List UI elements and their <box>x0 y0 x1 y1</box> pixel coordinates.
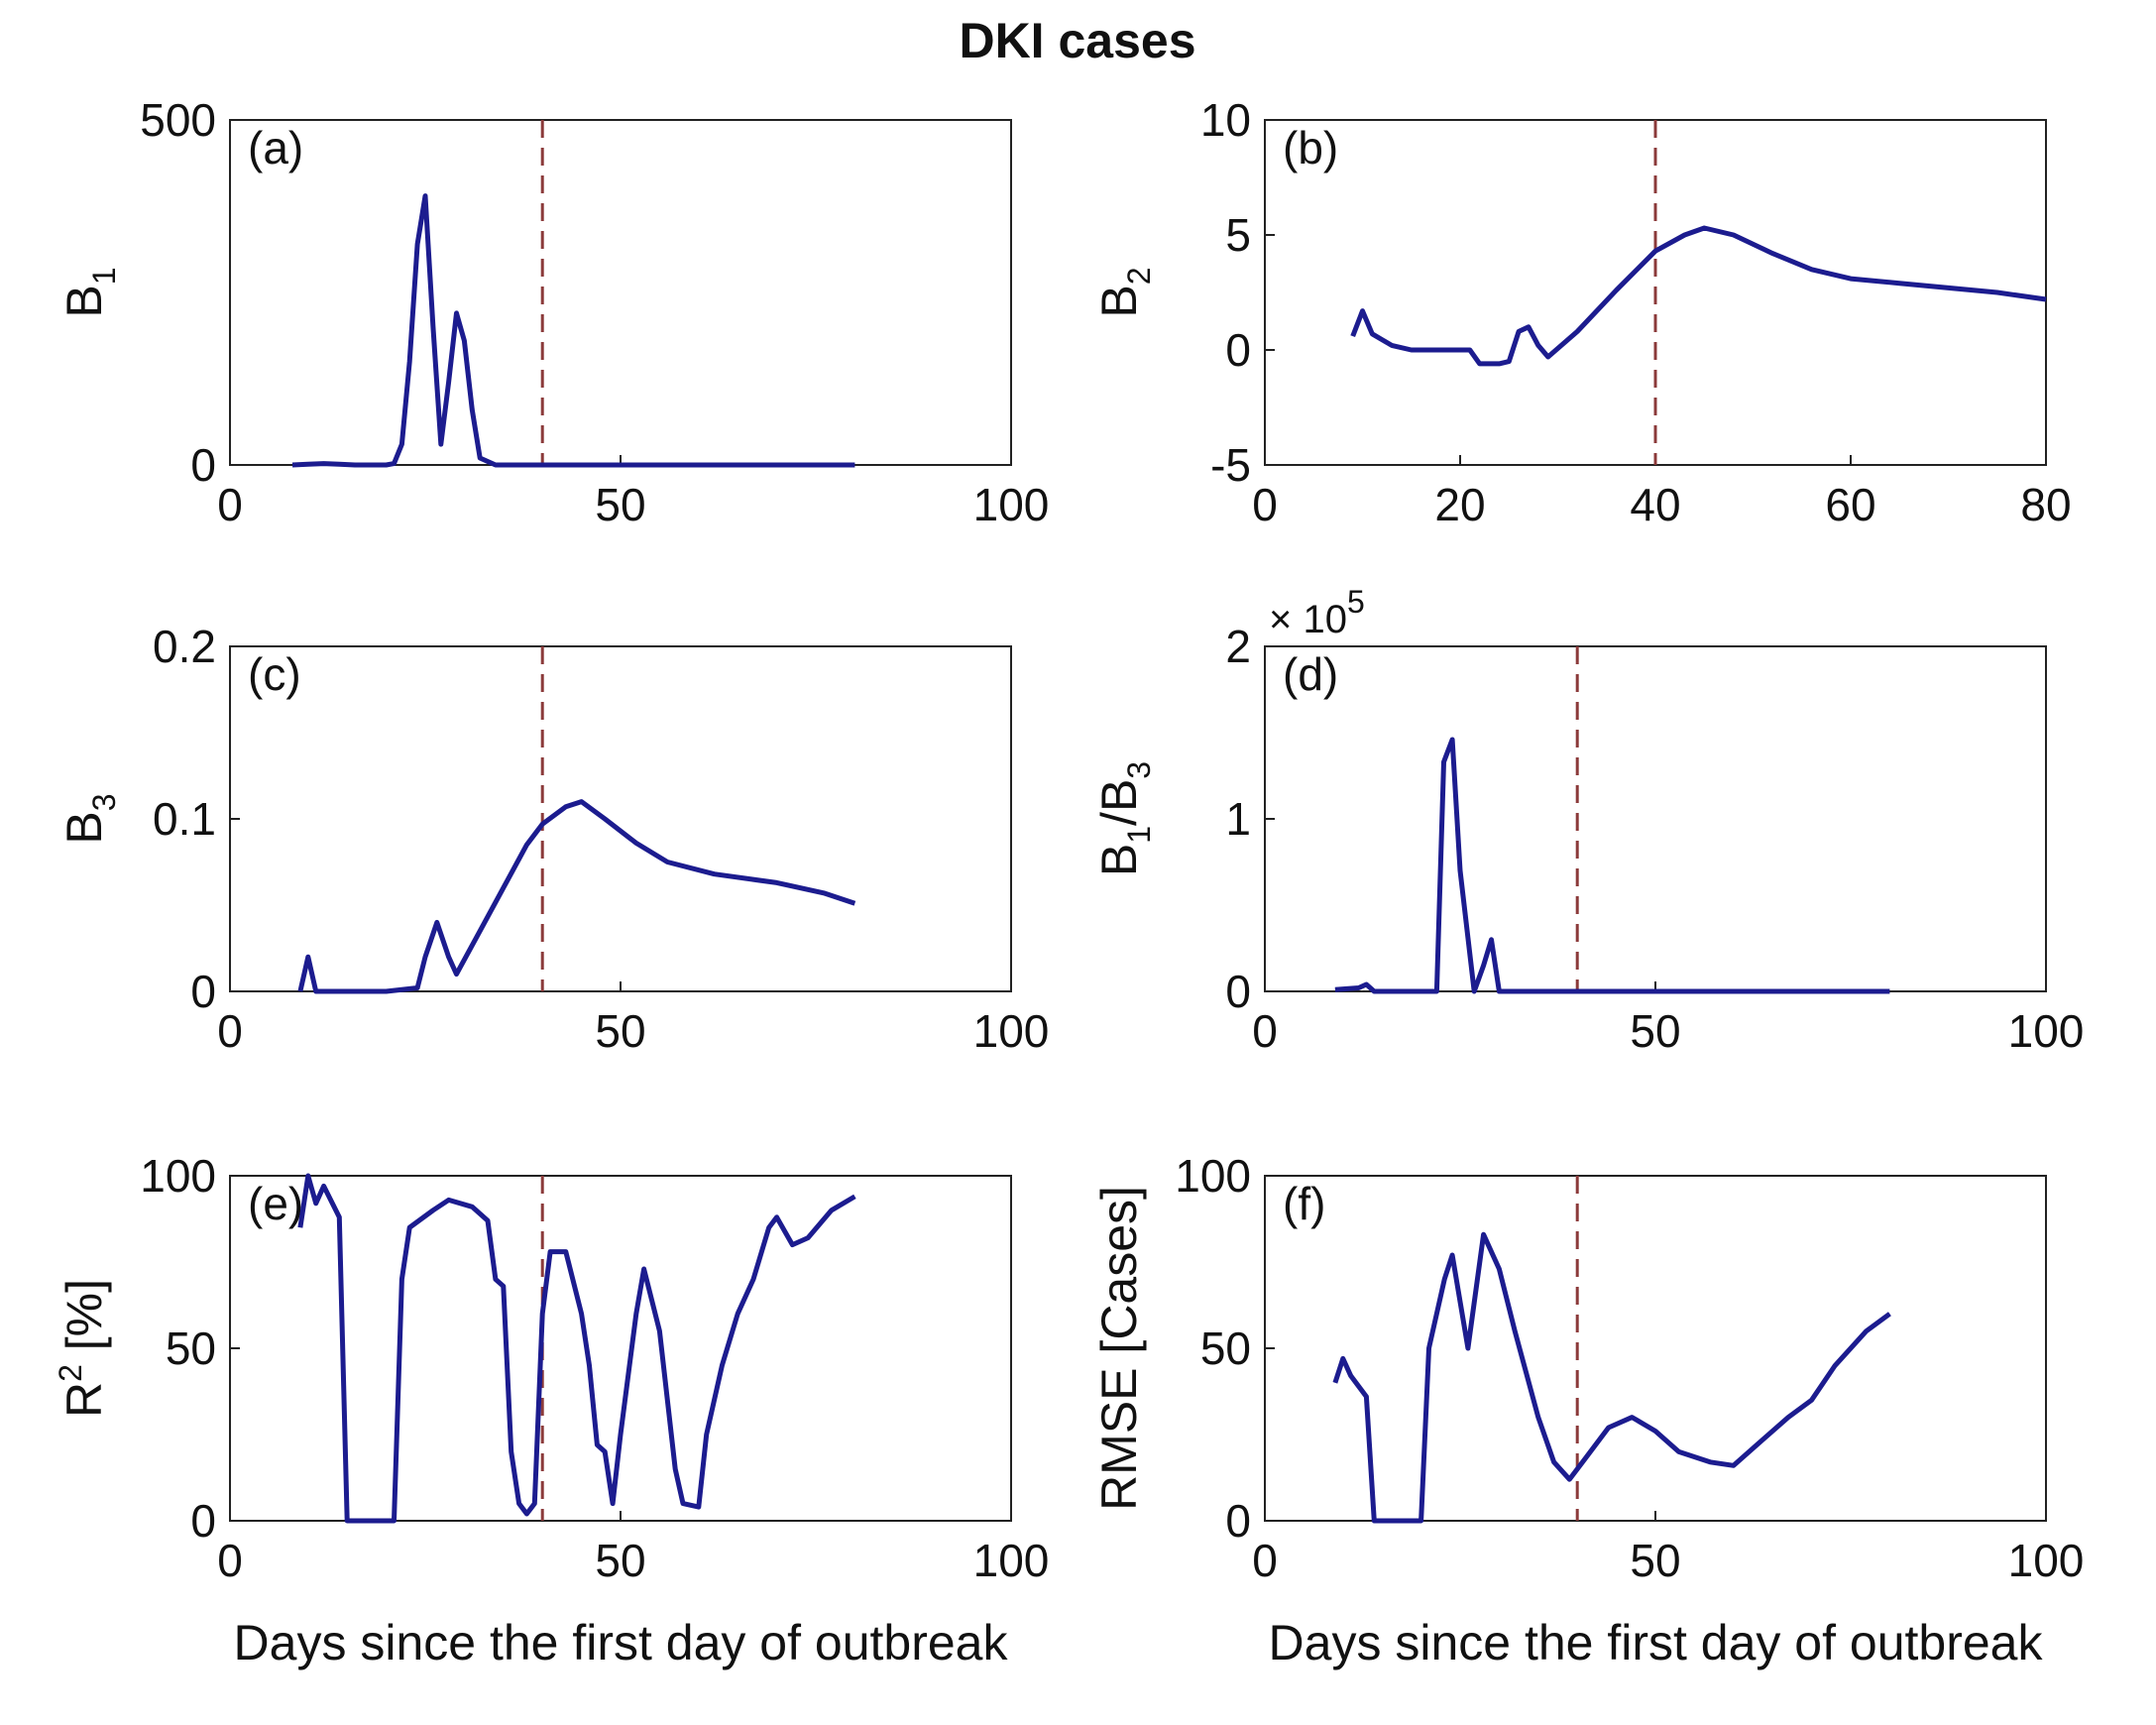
y-tick-label: 1 <box>1225 793 1251 845</box>
x-tick-label: 0 <box>1252 479 1278 530</box>
x-tick-label: 60 <box>1825 479 1875 530</box>
y-tick-label: 0 <box>190 966 216 1017</box>
plot-frame <box>229 119 1012 466</box>
data-line <box>1350 225 2047 367</box>
x-tick-label: 50 <box>1630 1535 1680 1586</box>
x-axis-label: Days since the first day of outbreak <box>234 1615 1009 1670</box>
plot-frame <box>1264 1175 2047 1522</box>
y-tick-label: 10 <box>1200 94 1251 146</box>
data-line <box>291 193 855 468</box>
panel-label: (d) <box>1283 648 1338 700</box>
y-tick-label: 2 <box>1225 621 1251 672</box>
y-tick-label: 0.2 <box>153 621 216 672</box>
y-axis-label: R2 [%] <box>53 1279 112 1418</box>
label-sub: 3 <box>1121 761 1157 779</box>
y-tick-label: 500 <box>140 94 216 146</box>
x-tick-label: 0 <box>1252 1535 1278 1586</box>
panel-label: (b) <box>1283 122 1338 173</box>
panel-label: (e) <box>248 1178 303 1229</box>
x-tick-label: 50 <box>595 479 645 530</box>
label-sub: 1 <box>1121 826 1157 844</box>
x-tick-label: 100 <box>2008 1005 2085 1057</box>
x-tick-label: 50 <box>595 1005 645 1057</box>
y-tick-label: -5 <box>1210 439 1251 491</box>
label-part: B <box>57 285 112 317</box>
y-tick-label: 0 <box>190 439 216 491</box>
plot-frame <box>229 645 1012 992</box>
data-line <box>1334 737 1890 994</box>
y-tick-label: 0 <box>1225 324 1251 376</box>
data-line <box>297 1173 856 1524</box>
y-tick-label: 100 <box>140 1150 216 1202</box>
y-axis-label: B2 <box>1091 267 1157 317</box>
axis-exponent: × 105 <box>1269 584 1365 641</box>
x-tick-label: 50 <box>595 1535 645 1586</box>
label-part: × 10 <box>1269 598 1347 641</box>
y-axis-label: B1/B3 <box>1091 761 1157 876</box>
label-part: RMSE [Cases] <box>1091 1186 1147 1511</box>
label-sub: 3 <box>86 793 122 811</box>
label-part: B <box>1091 285 1147 317</box>
plot-frame <box>1264 645 2047 992</box>
x-tick-label: 100 <box>973 1005 1050 1057</box>
x-tick-label: 100 <box>2008 1535 2085 1586</box>
label-part: R <box>57 1382 112 1418</box>
label-sub: 2 <box>1121 267 1157 285</box>
x-tick-label: 80 <box>2020 479 2071 530</box>
x-axis-label: Days since the first day of outbreak <box>1269 1615 2044 1670</box>
y-tick-label: 5 <box>1225 209 1251 261</box>
label-sup: 5 <box>1347 584 1365 620</box>
x-tick-label: 0 <box>217 1005 243 1057</box>
y-tick-label: 0 <box>1225 1495 1251 1547</box>
label-sup: 2 <box>53 1364 88 1382</box>
y-tick-label: 0 <box>1225 966 1251 1017</box>
x-tick-label: 0 <box>217 1535 243 1586</box>
data-line <box>297 799 856 994</box>
y-tick-label: 50 <box>1200 1322 1251 1374</box>
panel-label: (a) <box>248 122 303 173</box>
y-tick-label: 0 <box>190 1495 216 1547</box>
label-part: B <box>57 811 112 844</box>
y-tick-label: 50 <box>166 1322 216 1374</box>
panel-label: (f) <box>1283 1178 1325 1229</box>
x-tick-label: 0 <box>217 479 243 530</box>
x-tick-label: 50 <box>1630 1005 1680 1057</box>
x-tick-label: 0 <box>1252 1005 1278 1057</box>
label-sub: 1 <box>86 267 122 285</box>
y-tick-label: 100 <box>1175 1150 1251 1202</box>
y-axis-label: B3 <box>57 793 122 844</box>
y-tick-label: 0.1 <box>153 793 216 845</box>
x-tick-label: 20 <box>1434 479 1485 530</box>
label-part: B <box>1091 844 1147 876</box>
y-axis-label: RMSE [Cases] <box>1091 1186 1147 1511</box>
x-tick-label: 100 <box>973 1535 1050 1586</box>
x-tick-label: 40 <box>1630 479 1680 530</box>
figure-title: DKI cases <box>959 13 1195 68</box>
label-part: /B <box>1091 779 1147 826</box>
label-part: [%] <box>57 1279 112 1364</box>
data-line <box>1332 1231 1891 1524</box>
x-tick-label: 100 <box>973 479 1050 530</box>
panel-label: (c) <box>248 648 301 700</box>
y-axis-label: B1 <box>57 267 122 317</box>
